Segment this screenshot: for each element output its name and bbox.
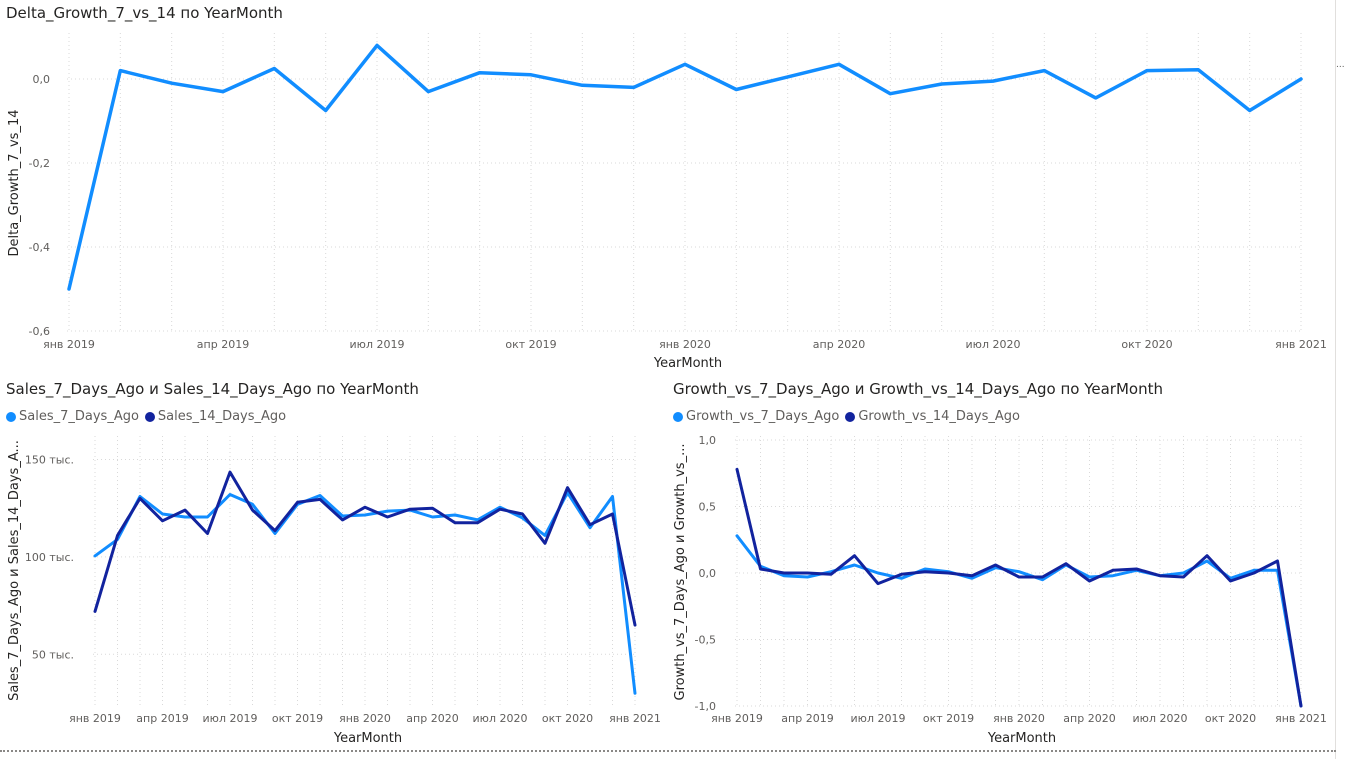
y-axis-title: Sales_7_Days_Ago и Sales_14_Days_A... — [7, 440, 22, 701]
series-line-sales-14-days-ago — [93, 470, 637, 627]
x-tick-label: июл 2019 — [203, 712, 258, 725]
x-tick-label: апр 2019 — [197, 338, 249, 351]
x-tick-label: апр 2020 — [813, 338, 865, 351]
x-tick-label: апр 2019 — [136, 712, 188, 725]
x-tick-label: июл 2019 — [851, 712, 906, 725]
x-tick-label: янв 2020 — [993, 712, 1045, 725]
x-tick-label: окт 2019 — [923, 712, 974, 725]
y-tick-label: 0,5 — [699, 501, 717, 514]
growth-visual[interactable]: Growth_vs_7_Days_Ago и Growth_vs_14_Days… — [668, 375, 1335, 750]
side-pane-label: ... — [1336, 60, 1345, 70]
y-tick-label: 0,0 — [33, 73, 51, 86]
y-axis-title: Growth_vs_7_Days_Ago и Growth_vs_... — [673, 444, 688, 701]
series-line-growth-vs-7-days-ago — [735, 534, 1303, 708]
series-line-delta-growth — [67, 43, 1303, 291]
legend-marker — [673, 411, 683, 422]
y-tick-label: -1,0 — [695, 700, 716, 713]
y-tick-label: -0,5 — [695, 634, 716, 647]
legend-item-sales-14[interactable]: Sales_14_Days_Ago — [144, 409, 287, 424]
chart-title: Growth_vs_7_Days_Ago и Growth_vs_14_Days… — [673, 380, 1163, 398]
x-tick-label: июл 2020 — [966, 338, 1021, 351]
x-tick-label: окт 2020 — [1205, 712, 1256, 725]
x-tick-label: янв 2019 — [43, 338, 95, 351]
legend-item-growth-7[interactable]: Growth_vs_7_Days_Ago — [673, 409, 839, 424]
chart-legend: Growth_vs_7_Days_Ago Growth_vs_14_Days_A… — [673, 409, 1026, 424]
x-tick-label: июл 2020 — [473, 712, 528, 725]
sales-chart[interactable]: 150 тыс. 100 тыс. 50 тыс. янв 2019 апр 2019 и… — [0, 375, 668, 750]
x-axis-title: YearMonth — [987, 731, 1056, 746]
chart-legend: Sales_7_Days_Ago Sales_14_Days_Ago — [6, 409, 292, 424]
x-tick-label: апр 2019 — [781, 712, 833, 725]
x-tick-label: окт 2020 — [1121, 338, 1172, 351]
chart-title: Delta_Growth_7_vs_14 по YearMonth — [6, 4, 283, 22]
series-line-growth-vs-14-days-ago — [735, 467, 1303, 708]
y-axis-title: Delta_Growth_7_vs_14 — [7, 109, 22, 256]
y-tick-label: 100 тыс. — [25, 551, 74, 564]
legend-label: Sales_7_Days_Ago — [19, 409, 139, 424]
legend-label: Growth_vs_7_Days_Ago — [686, 409, 840, 424]
legend-item-growth-14[interactable]: Growth_vs_14_Days_Ago — [845, 409, 1020, 424]
x-tick-label: янв 2020 — [659, 338, 711, 351]
y-tick-label: 1,0 — [699, 434, 717, 447]
x-tick-label: июл 2020 — [1133, 712, 1188, 725]
x-tick-label: янв 2021 — [609, 712, 661, 725]
pane-divider — [1335, 0, 1336, 759]
page-bottom-border — [0, 750, 1336, 752]
x-tick-label: апр 2020 — [1063, 712, 1115, 725]
legend-label: Sales_14_Days_Ago — [157, 409, 287, 424]
x-tick-label: янв 2021 — [1275, 712, 1327, 725]
x-tick-label: окт 2020 — [542, 712, 593, 725]
y-tick-label: 150 тыс. — [25, 453, 74, 466]
sales-visual[interactable]: Sales_7_Days_Ago и Sales_14_Days_Ago по … — [0, 375, 668, 750]
x-tick-label: янв 2019 — [69, 712, 121, 725]
y-tick-label: -0,2 — [29, 157, 50, 170]
legend-marker — [845, 411, 856, 422]
y-tick-label: 0,0 — [699, 567, 717, 580]
y-tick-label: -0,6 — [29, 325, 50, 338]
legend-label: Growth_vs_14_Days_Ago — [858, 409, 1020, 424]
legend-item-sales-7[interactable]: Sales_7_Days_Ago — [6, 409, 139, 424]
x-tick-label: июл 2019 — [350, 338, 405, 351]
legend-marker — [6, 411, 16, 422]
x-axis-title: YearMonth — [333, 731, 402, 746]
delta-growth-visual[interactable]: Delta_Growth_7_vs_14 по YearMonth 0,0 -0,… — [0, 0, 1335, 375]
x-tick-label: окт 2019 — [505, 338, 556, 351]
x-tick-label: янв 2020 — [339, 712, 391, 725]
series-line-sales-7-days-ago — [93, 491, 637, 695]
x-axis-title: YearMonth — [653, 356, 722, 371]
legend-marker — [144, 411, 155, 422]
x-tick-label: янв 2021 — [1275, 338, 1327, 351]
x-tick-label: апр 2020 — [406, 712, 458, 725]
y-tick-label: 50 тыс. — [32, 648, 74, 661]
x-tick-label: окт 2019 — [272, 712, 323, 725]
chart-title: Sales_7_Days_Ago и Sales_14_Days_Ago по … — [6, 380, 419, 398]
y-tick-label: -0,4 — [29, 241, 50, 254]
x-tick-label: янв 2019 — [711, 712, 763, 725]
